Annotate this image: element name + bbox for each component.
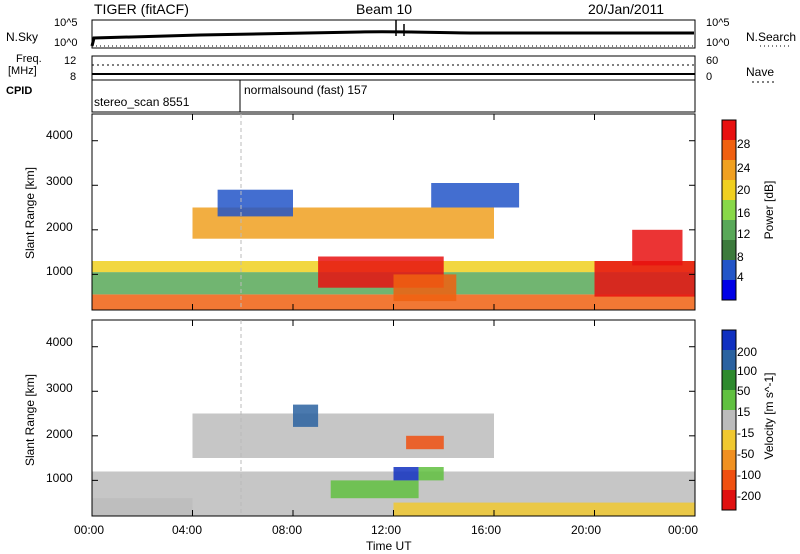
power-colorbar-swatch-5 — [722, 220, 736, 241]
velocity-cbar-tick-m15: -15 — [737, 426, 755, 440]
power-region-0 — [92, 294, 695, 310]
xtick-2000: 20:00 — [571, 523, 602, 537]
power-colorbar-swatch-3 — [722, 180, 736, 201]
velocity-cbar-tick-100: 100 — [737, 364, 758, 378]
power-region-9 — [217, 189, 293, 217]
freq-label-line2: [MHz] — [8, 65, 37, 77]
freq-tick-bottom-right: 0 — [706, 71, 713, 83]
velocity-region-1 — [192, 413, 494, 458]
power-cbar-tick-16: 16 — [737, 206, 751, 220]
power-colorbar — [721, 119, 737, 301]
velocity-region-5 — [406, 435, 444, 450]
nsky-label: N.Sky — [6, 30, 39, 44]
nsky-tick-top-left: 10^5 — [54, 17, 78, 29]
nsky-trace — [90, 30, 694, 47]
axis-ticks — [91, 114, 696, 516]
velocity-ytick-1000: 1000 — [46, 471, 73, 485]
beam-title: Beam 10 — [356, 1, 413, 17]
power-region-5 — [393, 274, 457, 302]
velocity-colorbar-swatch-1 — [722, 350, 736, 371]
xtick-1200: 12:00 — [371, 523, 402, 537]
velocity-colorbar — [721, 329, 737, 511]
xtick-0400: 04:00 — [172, 523, 203, 537]
power-ytick-4000: 4000 — [46, 128, 73, 142]
velocity-ytick-3000: 3000 — [46, 381, 73, 395]
nave-label: Nave — [746, 65, 775, 79]
freq-tick-bottom-left: 8 — [70, 71, 77, 83]
freq-label-line1: Freq. — [16, 53, 42, 65]
cpid-panel — [91, 79, 696, 113]
station-title: TIGER (fitACF) — [94, 1, 189, 17]
velocity-ytick-4000: 4000 — [46, 335, 73, 349]
power-colorbar-swatch-6 — [722, 240, 736, 261]
velocity-colorbar-swatch-5 — [722, 430, 736, 451]
freq-panel — [91, 55, 776, 83]
power-colorbar-swatch-0 — [722, 120, 736, 141]
nsky-tick-bottom-left: 10^0 — [54, 37, 78, 49]
xtick-2400: 00:00 — [668, 523, 699, 537]
power-colorbar-swatch-7 — [722, 260, 736, 281]
power-region-8 — [431, 183, 520, 208]
cpid-label: CPID — [6, 85, 33, 97]
power-cbar-tick-12: 12 — [737, 227, 751, 241]
velocity-region-4 — [418, 467, 444, 481]
xaxis-label: Time UT — [366, 539, 412, 553]
velocity-colorbar-swatch-7 — [722, 470, 736, 491]
freq-tick-top-left: 12 — [64, 55, 77, 67]
velocity-region-6 — [393, 502, 695, 516]
power-colorbar-swatch-1 — [722, 140, 736, 161]
power-ytick-1000: 1000 — [46, 264, 73, 278]
xtick-0800: 08:00 — [272, 523, 303, 537]
power-ytick-2000: 2000 — [46, 220, 73, 234]
velocity-cbar-tick-200: 200 — [737, 345, 758, 359]
power-ytick-3000: 3000 — [46, 174, 73, 188]
nsky-panel — [90, 19, 790, 49]
xtick-1600: 16:00 — [471, 523, 502, 537]
power-colorbar-swatch-4 — [722, 200, 736, 221]
velocity-colorbar-swatch-3 — [722, 390, 736, 411]
power-cbar-tick-8: 8 — [737, 250, 744, 264]
velocity-cbar-tick-15: 15 — [737, 405, 751, 419]
velocity-colorbar-swatch-2 — [722, 370, 736, 391]
velocity-colorbar-frame — [721, 329, 737, 511]
nsky-tick-bottom-right: 10^0 — [706, 37, 730, 49]
power-colorbar-swatch-8 — [722, 280, 736, 301]
velocity-region-3 — [393, 467, 419, 481]
velocity-ytick-2000: 2000 — [46, 427, 73, 441]
power-cbar-tick-20: 20 — [737, 183, 751, 197]
power-cbar-tick-28: 28 — [737, 137, 751, 151]
velocity-cbar-tick-m200: -200 — [737, 489, 762, 503]
velocity-colorbar-swatch-0 — [722, 330, 736, 351]
velocity-colorbar-swatch-6 — [722, 450, 736, 471]
nsearch-label: N.Search — [746, 30, 797, 44]
velocity-cbar-tick-50: 50 — [737, 384, 751, 398]
velocity-region-7 — [92, 498, 193, 516]
cpid-mode-2: normalsound (fast) 157 — [244, 83, 368, 97]
cpid-mode-1: stereo_scan 8551 — [94, 95, 190, 109]
velocity-panel — [91, 319, 696, 517]
power-colorbar-frame — [721, 119, 737, 301]
velocity-cbar-tick-m100: -100 — [737, 468, 762, 482]
velocity-cbar-tick-m50: -50 — [737, 447, 755, 461]
power-cbar-tick-24: 24 — [737, 161, 751, 175]
power-region-7 — [632, 229, 683, 266]
velocity-colorbar-swatch-4 — [722, 410, 736, 431]
power-cbar-tick-4: 4 — [737, 270, 744, 284]
velocity-region-8 — [293, 404, 319, 427]
xtick-0000: 00:00 — [74, 523, 105, 537]
velocity-region-2 — [330, 480, 419, 499]
date-title: 20/Jan/2011 — [588, 1, 665, 17]
power-colorbar-swatch-2 — [722, 160, 736, 181]
nsky-tick-top-right: 10^5 — [706, 17, 730, 29]
power-panel — [91, 113, 696, 311]
freq-tick-top-right: 60 — [706, 55, 719, 67]
power-region-6 — [594, 261, 695, 297]
velocity-colorbar-swatch-8 — [722, 490, 736, 511]
